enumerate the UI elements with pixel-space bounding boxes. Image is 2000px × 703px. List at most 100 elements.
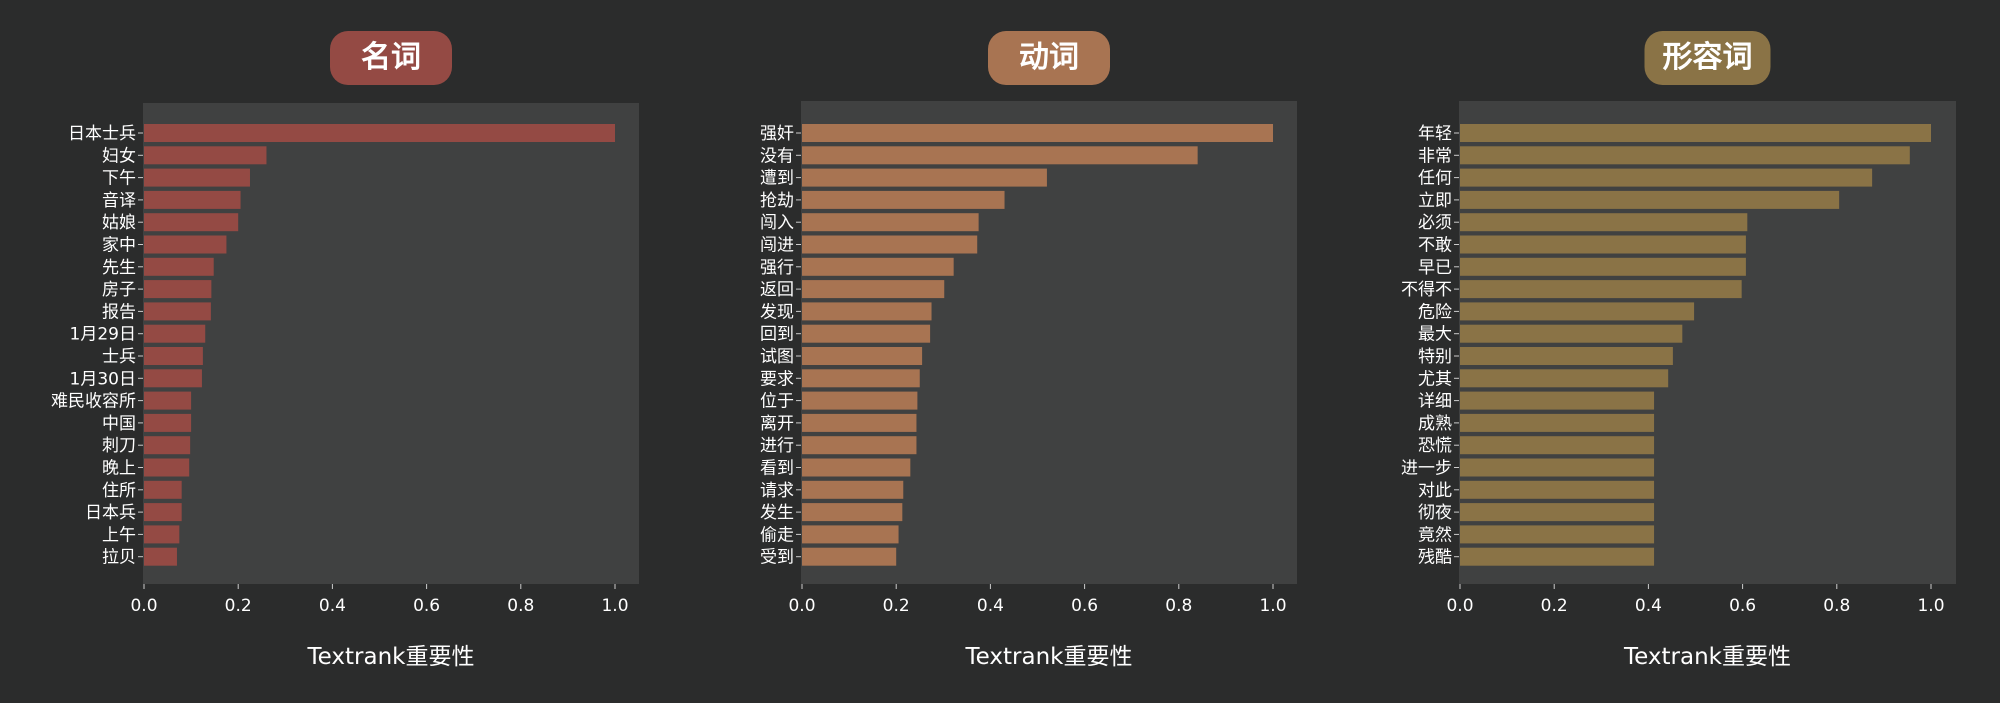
y-tick-label: 强奸: [760, 124, 794, 144]
chart-title: 形容词: [1663, 40, 1753, 75]
bar: [144, 347, 203, 365]
y-tick-label: 尤其: [1418, 369, 1452, 389]
x-tick-label: 0.2: [1541, 596, 1568, 616]
y-tick-label: 抢劫: [760, 191, 794, 211]
bar: [802, 280, 945, 299]
y-tick-label: 立即: [1418, 191, 1452, 211]
chart-panel-1: 动词 0.0 0.2 0.4 0.6 0.8 1.0 Textrank重要性 强奸没有遭到抢劫闯…: [760, 31, 1297, 670]
y-tick-label: 进行: [760, 436, 794, 456]
y-tick-label: 离开: [760, 414, 794, 434]
y-tick-label: 试图: [760, 347, 794, 367]
y-tick-label: 没有: [760, 146, 794, 166]
bar: [1460, 547, 1655, 566]
y-tick-label: 拉贝: [102, 548, 136, 568]
bar: [802, 525, 899, 544]
y-tick-label: 受到: [760, 548, 794, 568]
y-tick-label: 家中: [102, 236, 136, 256]
y-tick-label: 强行: [760, 258, 794, 278]
bar: [802, 436, 917, 455]
bar: [144, 480, 182, 499]
x-tick-label: 0.2: [225, 596, 252, 616]
y-tick-label: 残酷: [1418, 548, 1452, 568]
chart-title: 名词: [361, 40, 421, 75]
bar: [1460, 257, 1746, 276]
x-tick-label: 0.0: [130, 596, 157, 616]
bar: [802, 347, 923, 365]
bar: [1460, 190, 1840, 209]
bar: [144, 168, 250, 187]
y-tick-label: 报告: [102, 302, 136, 322]
x-axis-label: Textrank重要性: [307, 644, 475, 670]
y-tick-label: 闯入: [760, 213, 794, 233]
bar: [1460, 503, 1655, 522]
x-tick-label: 0.4: [319, 596, 346, 616]
y-tick-label: 不得不: [1401, 280, 1452, 300]
x-tick-label: 0.2: [883, 596, 910, 616]
bar: [1460, 413, 1655, 432]
y-tick-label: 房子: [102, 280, 136, 300]
x-tick-label: 1.0: [601, 596, 628, 616]
bar: [1460, 525, 1655, 544]
bar: [802, 413, 917, 432]
y-tick-label: 闯进: [760, 236, 794, 256]
y-tick-label: 遭到: [760, 169, 794, 189]
bar: [144, 280, 212, 299]
bar: [802, 235, 978, 254]
bar: [802, 480, 904, 499]
bar: [802, 547, 897, 566]
y-tick-label: 中国: [102, 414, 136, 434]
bar: [802, 257, 954, 276]
bar: [1460, 302, 1695, 321]
bar: [802, 146, 1198, 165]
bar: [1460, 436, 1655, 455]
bar: [1460, 235, 1746, 254]
bar: [1460, 124, 1931, 142]
y-tick-label: 晚上: [102, 459, 136, 479]
y-tick-label: 特别: [1418, 347, 1452, 367]
bar: [144, 525, 180, 544]
bar: [1460, 458, 1655, 477]
x-tick-label: 0.8: [507, 596, 534, 616]
y-tick-label: 刺刀: [102, 436, 136, 456]
y-tick-label: 偷走: [760, 525, 794, 545]
bar: [802, 391, 918, 410]
y-tick-label: 日本兵: [85, 503, 136, 523]
bar: [802, 503, 903, 522]
y-tick-label: 恐慌: [1418, 436, 1452, 456]
y-tick-label: 回到: [760, 325, 794, 345]
bar: [144, 190, 241, 209]
bar: [802, 213, 979, 232]
y-tick-label: 发现: [760, 302, 794, 322]
y-tick-label: 竟然: [1418, 525, 1452, 545]
chart-title-badge: [988, 31, 1110, 85]
y-tick-label: 危险: [1418, 302, 1452, 322]
bar: [144, 503, 182, 522]
bar: [802, 369, 920, 388]
y-tick-label: 上午: [102, 525, 136, 545]
bar: [144, 436, 191, 455]
y-tick-label: 要求: [760, 369, 794, 389]
y-tick-label: 进一步: [1401, 459, 1452, 479]
x-tick-label: 0.8: [1823, 596, 1850, 616]
bar: [144, 124, 615, 142]
y-tick-label: 请求: [760, 481, 794, 501]
y-tick-label: 妇女: [102, 146, 136, 166]
bar: [144, 369, 202, 388]
y-tick-label: 发生: [760, 503, 794, 523]
chart-title-badge: [330, 31, 452, 85]
bar: [144, 302, 211, 321]
chart-title: 动词: [1019, 40, 1079, 75]
y-tick-label: 位于: [760, 392, 794, 412]
x-tick-label: 0.6: [1729, 596, 1756, 616]
bar: [144, 213, 239, 232]
y-tick-label: 非常: [1418, 146, 1452, 166]
y-tick-label: 音译: [102, 191, 136, 211]
y-tick-label: 姑娘: [102, 213, 136, 233]
y-tick-label: 成熟: [1418, 413, 1452, 434]
bar: [144, 547, 177, 566]
bar: [144, 146, 267, 165]
bar: [144, 324, 206, 343]
y-tick-label: 最大: [1418, 325, 1452, 345]
